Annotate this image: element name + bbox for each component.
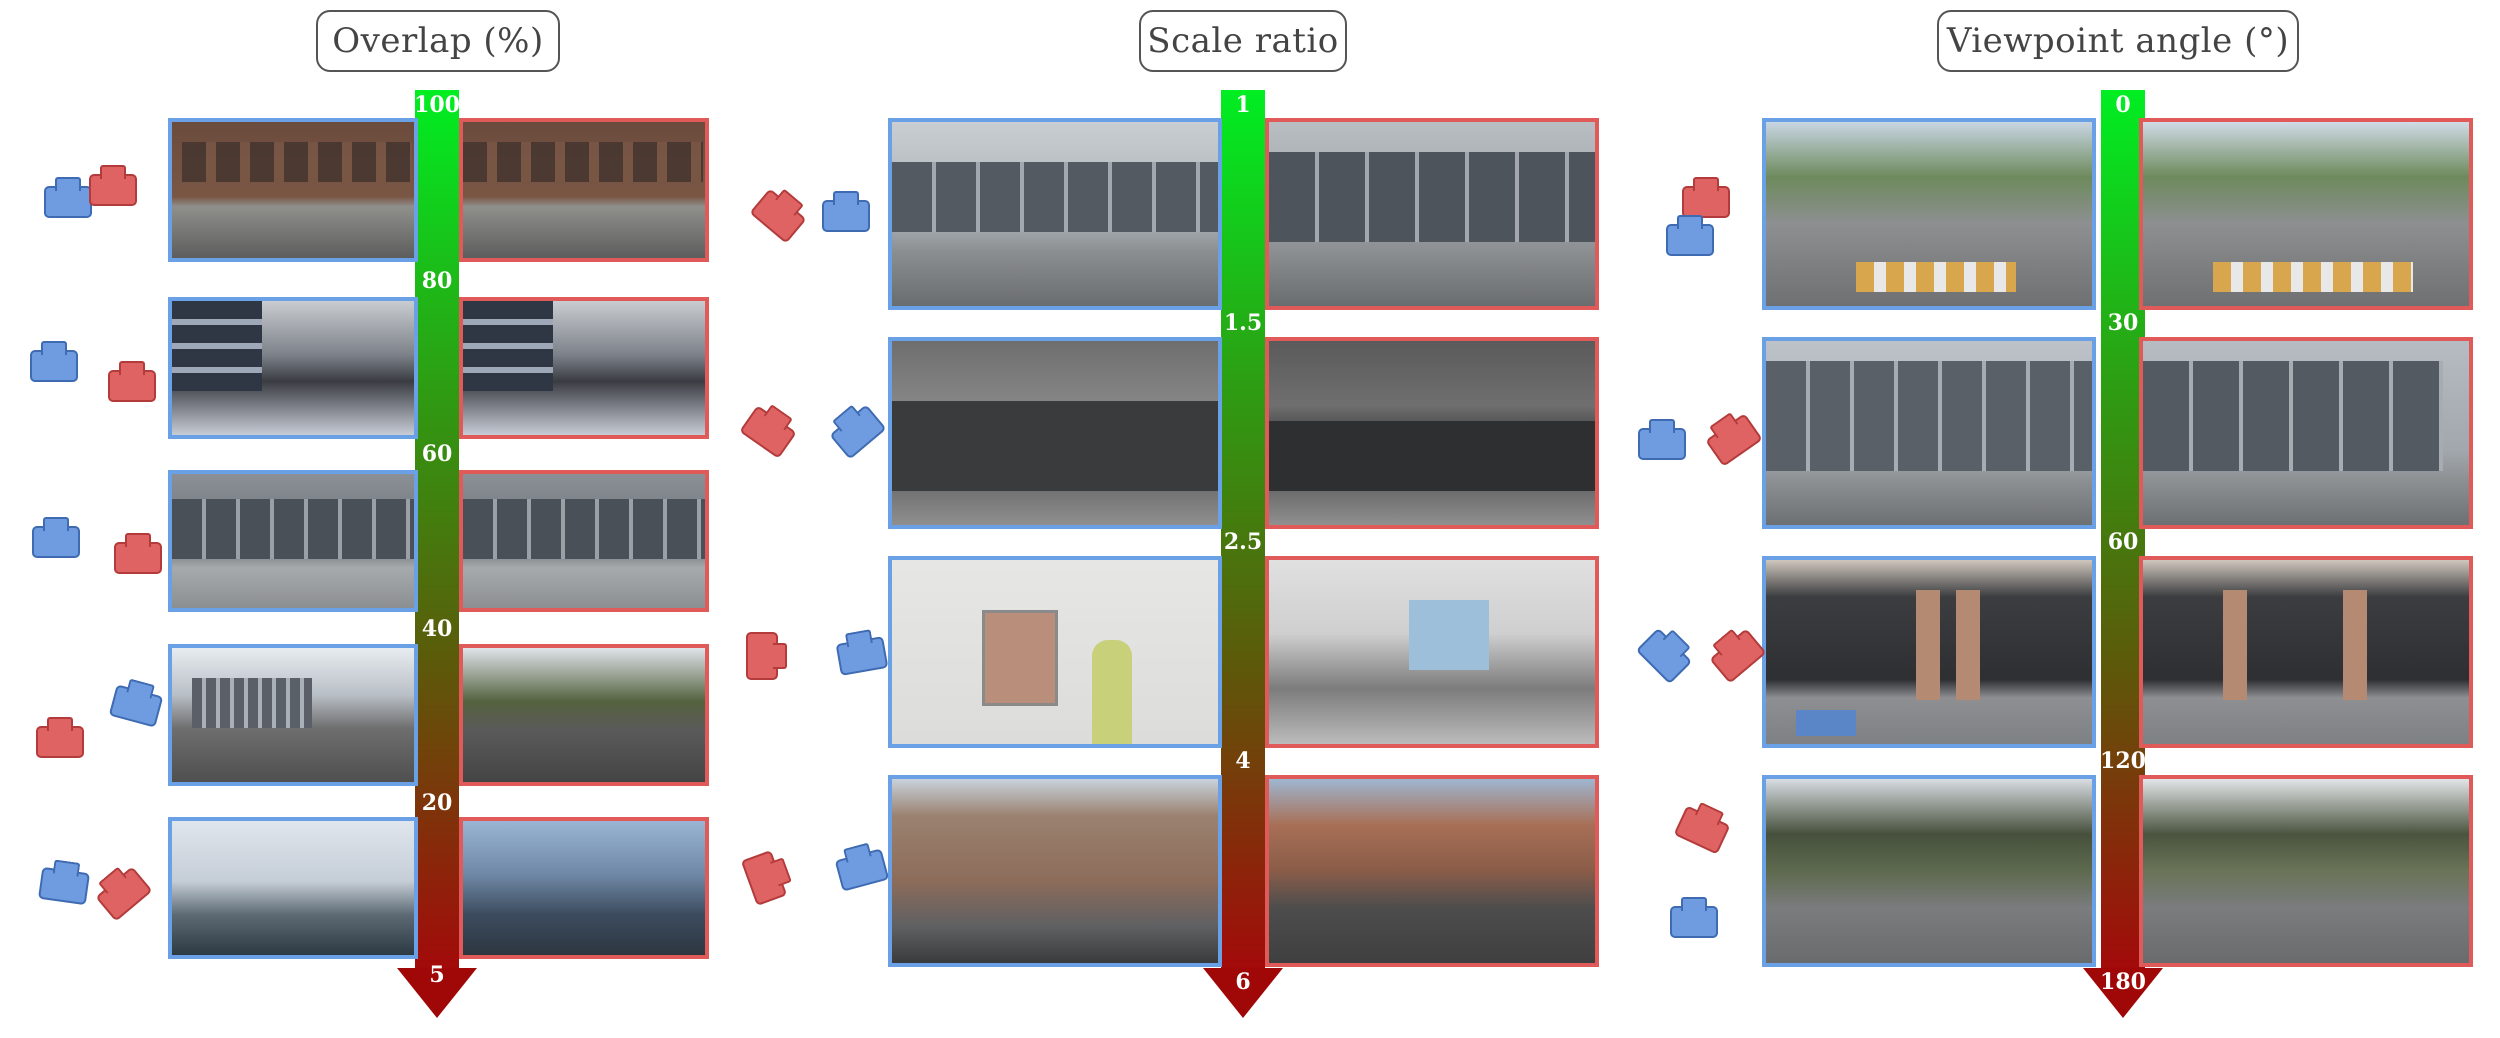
overlap-row5-left-image (168, 817, 418, 959)
scale-row2-left-image (888, 337, 1222, 529)
scale-tick: 6 (1235, 969, 1251, 995)
scale-row4-right-image (1265, 775, 1599, 967)
overlap-gradient-bar (415, 90, 459, 970)
viewpoint-row3-left-image (1762, 556, 2096, 748)
overlap-tick: 60 (421, 441, 453, 467)
viewpoint-row2-left-image (1762, 337, 2096, 529)
viewpoint-row4-right-image (2139, 775, 2473, 967)
scale-row1-source-camera (822, 191, 870, 232)
overlap-row1-left-image (168, 118, 418, 262)
overlap-row4-source-camera (108, 684, 164, 728)
overlap-row4-left-image (168, 644, 418, 786)
viewpoint-row3-target-camera (1709, 628, 1767, 684)
viewpoint-row2-source-camera (1638, 419, 1686, 460)
viewpoint-row4-source-camera (1670, 897, 1718, 938)
overlap-row5-right-image (459, 817, 709, 959)
overlap-row2-left-image (168, 297, 418, 439)
overlap-arrowhead (397, 968, 477, 1018)
viewpoint-row3-right-image (2139, 556, 2473, 748)
viewpoint-row1-right-image (2139, 118, 2473, 310)
overlap-tick: 40 (421, 616, 453, 642)
scale-row1-target-camera (749, 188, 807, 244)
scale-arrowhead (1203, 968, 1283, 1018)
overlap-row2-source-camera (30, 341, 78, 382)
viewpoint-row4-left-image (1762, 775, 2096, 967)
overlap-row5-target-camera (95, 866, 153, 922)
viewpoint-tick: 180 (2100, 969, 2146, 995)
viewpoint-row1-source-camera (1666, 215, 1714, 256)
viewpoint-tick: 30 (2107, 310, 2139, 336)
viewpoint-panel: Viewpoint angle (°) 0 30 60 120 180 (1620, 0, 2500, 1038)
viewpoint-tick: 0 (2115, 92, 2131, 118)
scale-row2-target-camera (739, 405, 797, 459)
scale-tick: 1 (1235, 92, 1251, 118)
overlap-row3-target-camera (114, 533, 162, 574)
overlap-row4-right-image (459, 644, 709, 786)
overlap-row2-target-camera (108, 361, 156, 402)
overlap-row1-target-camera (89, 165, 137, 206)
scale-title: Scale ratio (1139, 10, 1347, 72)
overlap-tick: 5 (429, 962, 445, 988)
overlap-row2-right-image (459, 297, 709, 439)
overlap-row4-target-camera (36, 717, 84, 758)
overlap-tick: 20 (421, 790, 453, 816)
overlap-row3-right-image (459, 470, 709, 612)
scale-gradient-bar (1221, 90, 1265, 970)
viewpoint-row2-target-camera (1705, 413, 1763, 467)
scale-row1-left-image (888, 118, 1222, 310)
overlap-tick: 100 (414, 92, 460, 118)
overlap-title: Overlap (%) (316, 10, 560, 72)
viewpoint-row2-right-image (2139, 337, 2473, 529)
overlap-row1-source-camera (44, 177, 92, 218)
overlap-row3-left-image (168, 470, 418, 612)
scale-tick: 2.5 (1223, 529, 1263, 555)
overlap-tick: 80 (421, 268, 453, 294)
overlap-panel: Overlap (%) 100 80 60 40 20 5 (0, 0, 760, 1038)
viewpoint-arrowhead (2083, 968, 2163, 1018)
scale-panel: Scale ratio 1 1.5 2.5 4 6 (739, 0, 1640, 1038)
viewpoint-tick: 120 (2100, 748, 2146, 774)
overlap-row3-source-camera (32, 517, 80, 558)
scale-row3-source-camera (835, 636, 889, 676)
scale-row4-left-image (888, 775, 1222, 967)
scale-row4-target-camera (740, 849, 788, 907)
scale-row2-right-image (1265, 337, 1599, 529)
viewpoint-gradient-bar (2101, 90, 2145, 970)
scale-row3-target-camera (746, 632, 778, 680)
viewpoint-title: Viewpoint angle (°) (1937, 10, 2299, 72)
scale-row3-left-image (888, 556, 1222, 748)
scale-tick: 4 (1235, 748, 1251, 774)
viewpoint-row4-target-camera (1673, 805, 1731, 855)
viewpoint-row1-left-image (1762, 118, 2096, 310)
scale-row4-source-camera (834, 848, 890, 892)
overlap-row5-source-camera (38, 866, 90, 906)
scale-row1-right-image (1265, 118, 1599, 310)
overlap-row1-right-image (459, 118, 709, 262)
scale-row2-source-camera (829, 404, 887, 460)
scale-tick: 1.5 (1223, 310, 1263, 336)
viewpoint-tick: 60 (2107, 529, 2139, 555)
viewpoint-row1-target-camera (1682, 177, 1730, 218)
scale-row3-right-image (1265, 556, 1599, 748)
viewpoint-row3-source-camera (1635, 627, 1693, 685)
